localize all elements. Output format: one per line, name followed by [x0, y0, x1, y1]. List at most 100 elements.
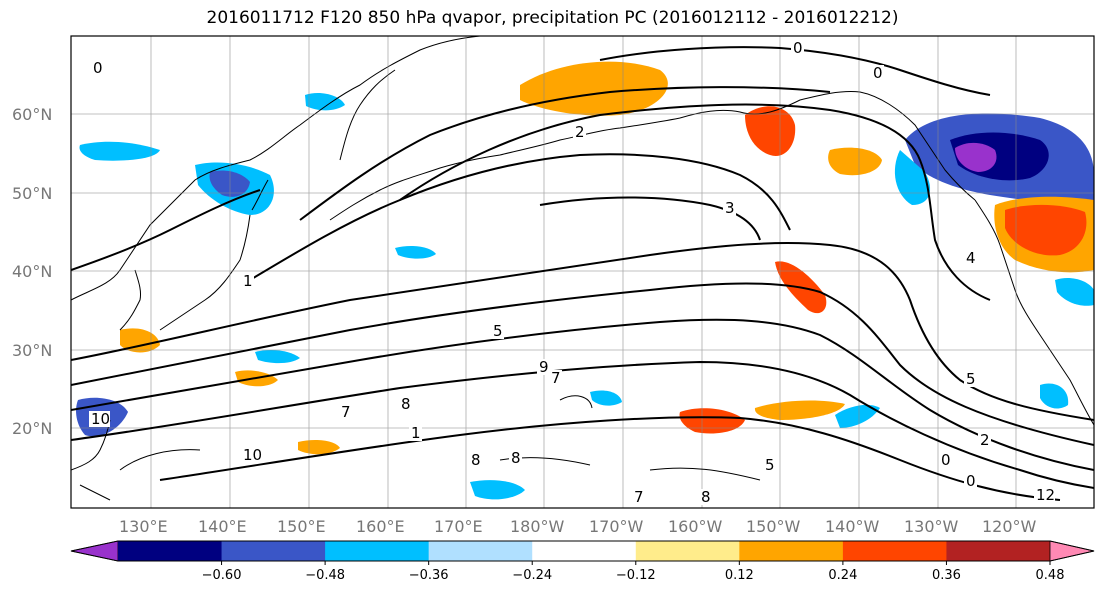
anomaly-negative-edge: [894, 150, 931, 205]
anomaly-negative-subtropic-5: [255, 350, 300, 364]
lon-label: 170°W: [589, 517, 644, 536]
figure-title: 2016011712 F120 850 hPa qvapor, precipit…: [206, 8, 899, 28]
contour-label: 10: [91, 410, 110, 428]
contour-label-bg: [537, 359, 550, 375]
colorbar-extend-min: [70, 540, 119, 562]
contour-label-bg: [763, 457, 776, 473]
contour-label-bg: [964, 371, 977, 387]
contour-label: 2: [980, 431, 990, 449]
anomaly-positive-subtropic-2: [754, 400, 845, 420]
lon-label: 150°E: [277, 517, 326, 536]
colorbar-tick-label: −0.60: [202, 568, 242, 583]
anomaly-negative-subtropic-6: [590, 390, 622, 406]
colorbar-segment: [739, 541, 844, 561]
contour-label: 5: [493, 322, 503, 340]
contour-label: 10: [243, 446, 262, 464]
anomaly-positive-alaska-coast: [745, 106, 796, 156]
colorbar-ticks: −0.60 −0.48 −0.36 −0.24 −0.12 0.12 0.24 0.36 0.4…: [202, 561, 1065, 583]
map-frame: [70, 35, 1095, 509]
colorbar-segment: [532, 541, 637, 561]
colorbar-segment: [221, 541, 326, 561]
colorbar-tick-label: −0.36: [409, 568, 449, 583]
qvapor-contours: [71, 46, 1094, 501]
contour-label: 9: [539, 358, 549, 376]
lon-label: 150°W: [746, 517, 801, 536]
contour-label: 3: [725, 199, 735, 217]
contour-label: 1: [411, 424, 421, 442]
contour-label: 5: [966, 370, 976, 388]
colorbar: [70, 540, 1095, 562]
contour-label-bg: [964, 473, 977, 489]
anomaly-negative-subtropic-1: [470, 480, 525, 500]
contour-label-bg: [871, 65, 884, 81]
contour-label: 0: [941, 451, 951, 469]
lon-label: 130°W: [904, 517, 959, 536]
contour-label-bg: [939, 452, 952, 468]
anomaly-positive-subtropic-1: [679, 408, 745, 434]
anomaly-positive-subtropic-3: [120, 328, 160, 353]
contour-label-bg: [491, 323, 504, 339]
gridlines: [71, 36, 1094, 508]
colorbar-tick-label: 0.24: [828, 568, 857, 583]
contour-label: 4: [966, 249, 976, 267]
anomaly-negative-okhotsk: [79, 141, 160, 161]
anomaly-negative-subtropic-2: [835, 404, 880, 428]
colorbar-tick-label: −0.12: [616, 568, 656, 583]
contour-label-bg: [241, 273, 254, 289]
lon-label: 120°W: [982, 517, 1037, 536]
contour-label: 7: [634, 488, 644, 506]
anomaly-positive-bering: [520, 61, 668, 116]
colorbar-segment: [946, 541, 1051, 561]
colorbar-segment: [118, 541, 223, 561]
lon-label: 130°E: [119, 517, 168, 536]
contour-label-bg: [632, 489, 645, 505]
shaded-anomalies: [76, 61, 1094, 500]
contour-label-bg: [509, 450, 522, 466]
contour-label-bg: [964, 250, 977, 266]
contour-label-bg: [549, 370, 562, 386]
lat-label: 40°N: [12, 262, 52, 281]
colorbar-segment: [428, 541, 533, 561]
colorbar-outline: [70, 540, 1095, 562]
contour-label: 5: [765, 456, 775, 474]
contour-label-bg: [89, 411, 110, 427]
contour-label-bg: [978, 432, 991, 448]
contour-label: 8: [511, 449, 521, 467]
anomaly-negative-subtropic-4: [395, 246, 436, 259]
anomaly-strong-positive-pnw: [1005, 204, 1087, 256]
contour-label: 7: [551, 369, 561, 387]
contour-label-bg: [469, 452, 482, 468]
contour-label: 0: [966, 472, 976, 490]
contour-label-bg: [723, 200, 736, 216]
colorbar-extend-max: [1049, 540, 1095, 562]
anomaly-negative-ca: [1055, 278, 1094, 306]
contour-label: 7: [341, 403, 351, 421]
lon-label: 140°E: [198, 517, 247, 536]
contour-label-bg: [573, 124, 586, 140]
contour-label: 1: [243, 272, 253, 290]
colorbar-tick-label: 0.12: [725, 568, 754, 583]
lat-label: 50°N: [12, 184, 52, 203]
anomaly-positive-gulf-east: [828, 147, 882, 176]
lon-label: 180°W: [510, 517, 565, 536]
colorbar-segment: [325, 541, 430, 561]
anomaly-positive-subtropic-5: [298, 440, 340, 455]
contour-label-bg: [699, 489, 712, 505]
lat-label: 30°N: [12, 341, 52, 360]
contour-label-bg: [409, 425, 422, 441]
colorbar-segment: [635, 541, 740, 561]
contour-label: 0: [93, 59, 103, 77]
colorbar-tick-label: 0.48: [1036, 568, 1065, 583]
contour-label: 2: [575, 123, 585, 141]
lon-label: 160°W: [668, 517, 723, 536]
anomaly-min: [955, 142, 997, 172]
lon-label: 170°E: [434, 517, 483, 536]
lat-label: 20°N: [12, 419, 52, 438]
contour-label-bg: [791, 40, 804, 56]
contour-label: 0: [873, 64, 883, 82]
colorbar-tick-label: −0.24: [512, 568, 552, 583]
colorbar-tick-label: −0.48: [305, 568, 345, 583]
latitude-labels: 60°N 50°N 40°N 30°N 20°N: [12, 105, 52, 438]
